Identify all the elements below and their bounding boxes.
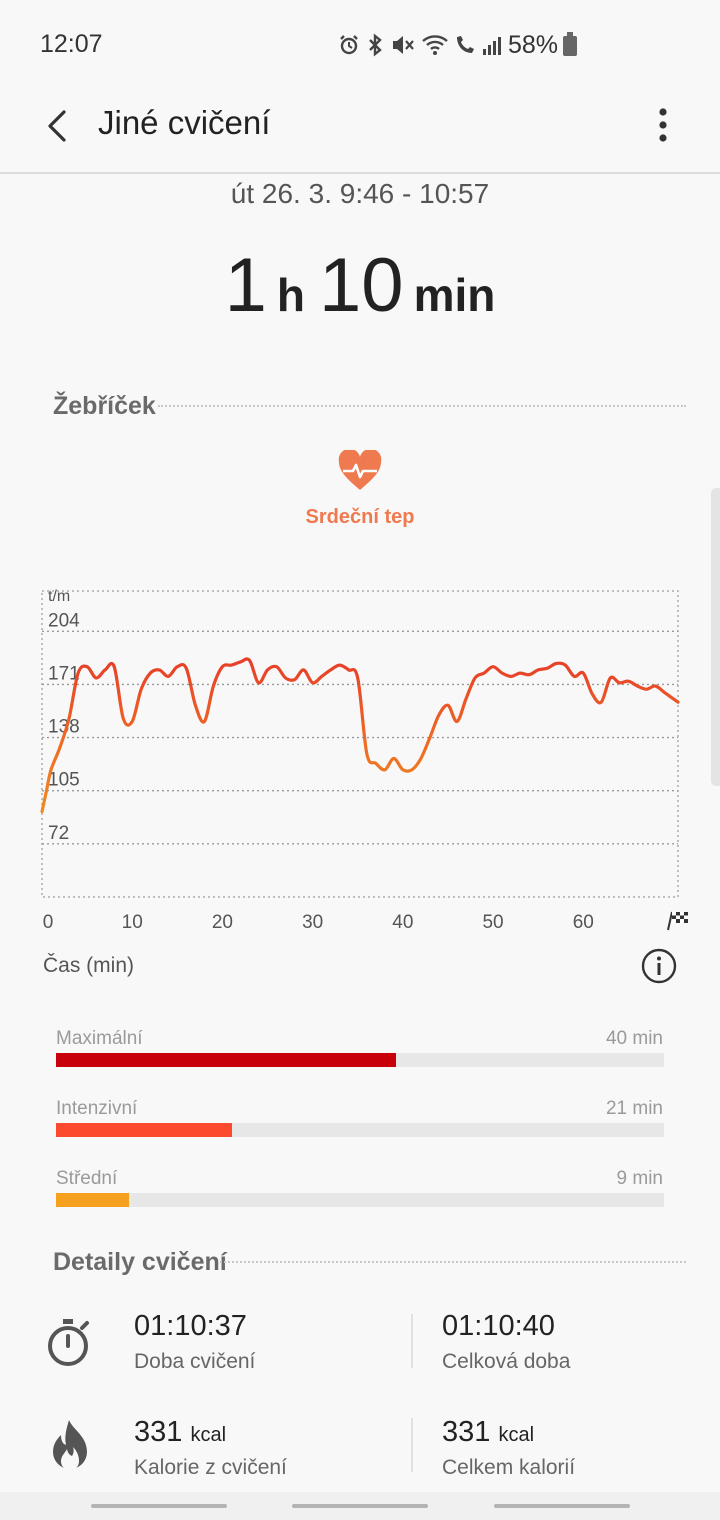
y-tick-label: 204 bbox=[48, 610, 80, 631]
heart-rate-label: Srdeční tep bbox=[305, 506, 415, 528]
zone-bar-fill bbox=[56, 1193, 129, 1207]
nav-back-button[interactable] bbox=[494, 1504, 630, 1508]
details-divider bbox=[220, 1261, 686, 1263]
zone-bar-fill bbox=[56, 1123, 233, 1137]
heart-rate-icon bbox=[338, 450, 382, 490]
page-title: Jiné cvičení bbox=[98, 104, 271, 141]
y-tick-label: 171 bbox=[48, 663, 80, 684]
status-time: 12:07 bbox=[40, 30, 103, 58]
scrollbar[interactable] bbox=[711, 488, 720, 786]
flame-icon bbox=[53, 1420, 87, 1470]
zone-duration: 9 min bbox=[616, 1168, 663, 1189]
wifi-call-signal-icon bbox=[457, 36, 501, 55]
x-tick-label: 20 bbox=[212, 912, 233, 933]
zone-name: Střední bbox=[56, 1168, 118, 1189]
zone-bar-track bbox=[56, 1053, 664, 1067]
zone-bar-track bbox=[56, 1123, 664, 1137]
zone-name: Intenzivní bbox=[56, 1098, 138, 1119]
session-duration: 1 h 10 min bbox=[0, 242, 720, 329]
total-calories-label: Celkem kalorií bbox=[442, 1456, 576, 1479]
zone-name: Maximální bbox=[56, 1028, 143, 1049]
total-time-value: 01:10:40 bbox=[442, 1310, 555, 1342]
exercise-calories-label: Kalorie z cvičení bbox=[134, 1456, 287, 1479]
exercise-calories-unit: kcal bbox=[190, 1424, 227, 1446]
x-tick-label: 50 bbox=[482, 912, 503, 933]
chart-frame bbox=[41, 590, 679, 898]
exercise-calories-value: 331 bbox=[134, 1416, 183, 1448]
battery-icon bbox=[563, 32, 577, 56]
finish-flag-icon bbox=[667, 911, 688, 931]
x-tick-label: 30 bbox=[302, 912, 323, 933]
heart-rate-chart: 204 171 138 105 72 0 10 20 30 40 50 60 t/m bbox=[40, 588, 688, 933]
total-calories-value: 331 bbox=[442, 1416, 491, 1448]
y-tick-label: 105 bbox=[48, 770, 80, 791]
zone-duration: 40 min bbox=[605, 1028, 663, 1049]
zone-duration: 21 min bbox=[605, 1098, 663, 1119]
details-section-title: Detaily cvičení bbox=[53, 1248, 227, 1276]
ranking-divider bbox=[158, 405, 686, 407]
total-calories: 331 kcal bbox=[442, 1416, 534, 1449]
nav-home-button[interactable] bbox=[292, 1504, 428, 1508]
x-tick-label: 0 bbox=[43, 912, 54, 933]
exercise-calories: 331 kcal bbox=[134, 1416, 226, 1449]
total-time-label: Celková doba bbox=[442, 1350, 571, 1373]
x-tick-label: 40 bbox=[392, 912, 413, 933]
info-icon[interactable] bbox=[641, 948, 677, 984]
details-column-divider bbox=[411, 1314, 413, 1368]
y-tick-label: 72 bbox=[48, 823, 69, 844]
duration-minutes: 10 bbox=[319, 243, 404, 328]
heart-rate-line bbox=[40, 657, 680, 814]
x-tick-label: 10 bbox=[122, 912, 143, 933]
session-date-range: út 26. 3. 9:46 - 10:57 bbox=[230, 178, 490, 209]
app-bar-divider bbox=[0, 172, 720, 174]
battery-percent: 58% bbox=[507, 31, 558, 59]
exercise-time-label: Doba cvičení bbox=[134, 1350, 256, 1373]
bluetooth-icon bbox=[369, 33, 382, 57]
duration-hours-unit: h bbox=[276, 269, 306, 321]
ranking-section-title: Žebříček bbox=[53, 392, 156, 420]
y-tick-label: 138 bbox=[48, 717, 80, 738]
duration-hours: 1 bbox=[224, 243, 267, 328]
exercise-time-value: 01:10:37 bbox=[134, 1310, 247, 1342]
x-tick-label: 60 bbox=[573, 912, 594, 933]
back-arrow-icon[interactable] bbox=[38, 104, 82, 148]
zone-bar-fill bbox=[56, 1053, 397, 1067]
x-axis-label: Čas (min) bbox=[43, 954, 135, 977]
nav-recents-button[interactable] bbox=[91, 1504, 227, 1508]
alarm-icon bbox=[340, 35, 358, 55]
duration-minutes-unit: min bbox=[413, 269, 496, 321]
zone-bar-track bbox=[56, 1193, 664, 1207]
more-options-icon[interactable] bbox=[648, 102, 678, 148]
total-calories-unit: kcal bbox=[498, 1424, 535, 1446]
details-column-divider-2 bbox=[411, 1418, 413, 1472]
mute-icon bbox=[393, 36, 414, 54]
stopwatch-icon bbox=[48, 1319, 89, 1366]
wifi-icon bbox=[422, 35, 448, 55]
y-axis-unit-label: t/m bbox=[48, 588, 70, 605]
